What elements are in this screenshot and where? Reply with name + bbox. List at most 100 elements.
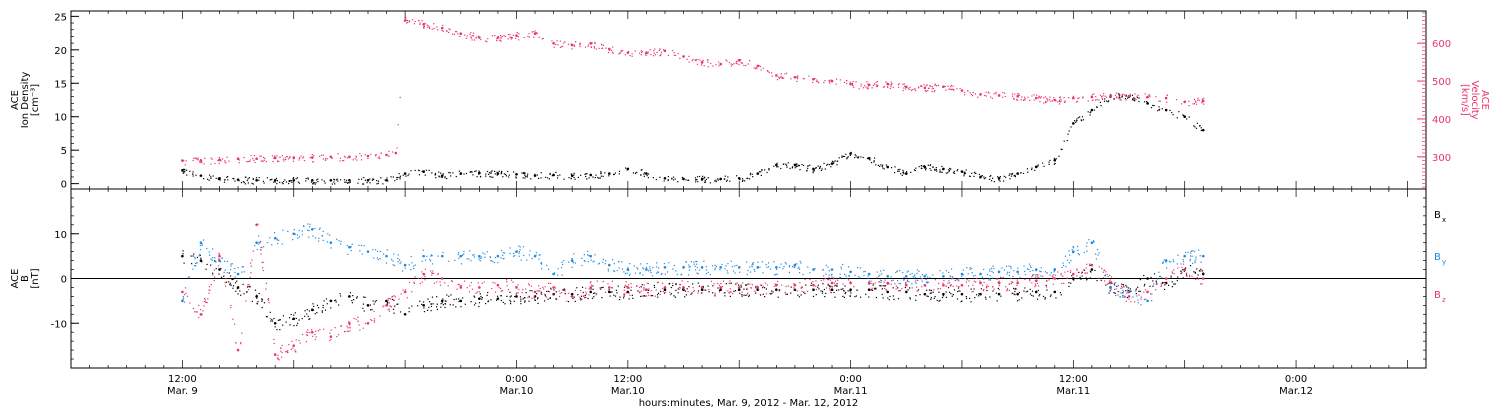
data-point [754, 286, 757, 288]
data-point [354, 158, 356, 160]
data-point [596, 280, 598, 282]
data-point [506, 280, 508, 283]
data-point [386, 301, 389, 304]
data-point [843, 290, 845, 292]
data-point [628, 50, 630, 53]
data-point [1185, 251, 1187, 254]
series-velocity [181, 16, 1205, 166]
data-point [836, 285, 838, 287]
data-point [510, 36, 513, 38]
data-point [746, 294, 748, 296]
data-point [599, 288, 601, 290]
data-point [522, 177, 524, 179]
data-point [1076, 277, 1078, 280]
data-point [601, 286, 603, 289]
data-point [907, 289, 909, 291]
data-point [949, 88, 951, 90]
data-point [1089, 277, 1091, 279]
data-point [490, 171, 492, 173]
data-point [965, 281, 968, 283]
data-point [740, 61, 742, 64]
data-point [334, 299, 336, 302]
data-point [418, 169, 420, 172]
data-point [484, 256, 486, 258]
data-point [1029, 280, 1031, 282]
data-point [856, 289, 858, 291]
data-point [537, 177, 540, 179]
data-point [1068, 282, 1070, 284]
legend-subscript-bx: x [1442, 216, 1446, 224]
data-point [797, 75, 799, 77]
data-point [281, 155, 284, 157]
data-point [840, 266, 842, 268]
data-point [759, 293, 761, 295]
data-point [261, 298, 263, 300]
data-point [969, 92, 971, 94]
data-point [995, 292, 998, 294]
data-point [1151, 300, 1153, 302]
data-point [921, 280, 923, 282]
data-point [793, 288, 797, 291]
data-point [505, 175, 508, 177]
data-point [453, 33, 456, 35]
data-point [271, 318, 273, 321]
data-point [949, 275, 951, 278]
data-point [535, 251, 537, 254]
data-point [200, 161, 202, 163]
data-point [803, 78, 805, 80]
data-point [492, 260, 494, 263]
data-point [1199, 270, 1201, 272]
data-point [870, 282, 872, 285]
data-point [1047, 100, 1049, 102]
data-point [1146, 97, 1148, 99]
data-point [618, 170, 621, 172]
data-point [386, 303, 389, 305]
data-point [1126, 289, 1129, 291]
data-point [1033, 273, 1035, 276]
data-point [215, 177, 217, 180]
data-point [629, 263, 631, 265]
data-point [1126, 286, 1128, 288]
data-point [355, 156, 357, 158]
data-point [1196, 122, 1198, 124]
data-point [465, 172, 468, 175]
data-point [605, 47, 607, 49]
data-point [373, 321, 376, 323]
data-point [884, 285, 886, 287]
data-point [503, 35, 505, 37]
data-point [448, 28, 450, 30]
data-point [293, 325, 295, 327]
data-point [1031, 290, 1034, 292]
data-point [960, 272, 964, 276]
data-point [860, 156, 862, 158]
data-point [307, 223, 309, 225]
data-point [1181, 103, 1183, 105]
data-point [376, 183, 378, 185]
data-point [463, 280, 466, 282]
data-point [1046, 280, 1048, 282]
data-point [391, 151, 394, 153]
data-point [782, 77, 784, 79]
data-point [1117, 284, 1120, 287]
data-point [449, 28, 451, 31]
data-point [841, 156, 843, 158]
data-point [1090, 108, 1094, 112]
data-point [1078, 97, 1080, 99]
data-point [1173, 273, 1175, 275]
data-point [349, 327, 351, 329]
data-point [244, 176, 247, 178]
data-point [718, 65, 720, 67]
data-point [780, 167, 782, 170]
data-point [314, 313, 316, 315]
data-point [733, 290, 735, 292]
data-point [273, 317, 275, 320]
data-point [555, 298, 558, 300]
data-point [261, 261, 263, 263]
data-point [956, 298, 959, 300]
data-point [1057, 271, 1059, 273]
data-point [1177, 254, 1179, 256]
data-point [430, 309, 432, 312]
data-point [453, 298, 455, 301]
data-point [182, 172, 184, 174]
data-point [923, 84, 925, 86]
